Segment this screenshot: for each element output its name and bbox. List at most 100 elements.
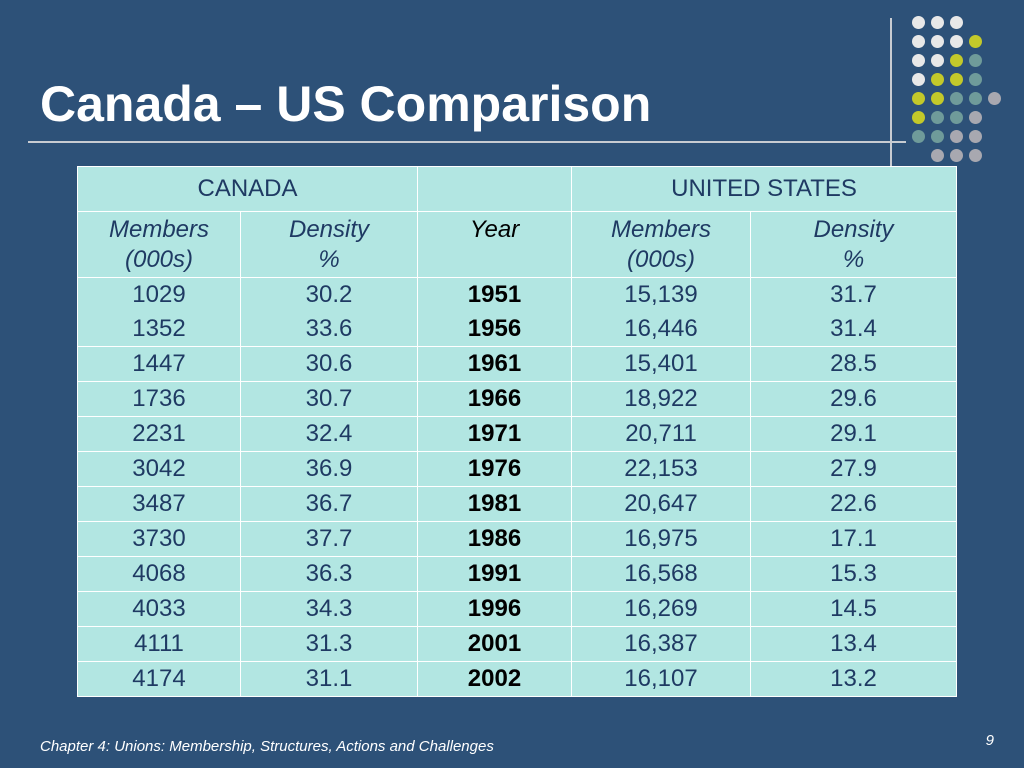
decor-dot — [969, 111, 982, 124]
page-number: 9 — [985, 732, 994, 749]
ca-density-value: 36.9 — [240, 451, 418, 487]
decor-dot — [931, 35, 944, 48]
decor-dot — [931, 111, 944, 124]
us-density-value: 14.5 — [749, 591, 958, 627]
year-value: 1981 — [417, 486, 572, 522]
us-density-value: 17.1 — [749, 521, 958, 557]
ca-members-header-line1: Members — [108, 216, 210, 243]
ca-members-value: 2231 — [77, 416, 241, 452]
us-members-header-line1: Members — [610, 216, 712, 243]
us-members-value: 16,107 — [571, 661, 751, 697]
year-value: 1956 — [467, 315, 522, 342]
decor-dot — [912, 54, 925, 67]
ca-members-value: 1352 — [132, 315, 186, 342]
decor-dot — [931, 130, 944, 143]
year-value: 1991 — [417, 556, 572, 592]
group-header-row: CANADA UNITED STATES — [77, 166, 958, 212]
decor-dot — [931, 149, 944, 162]
year-header: Year — [417, 211, 572, 278]
decor-dot — [912, 16, 925, 29]
ca-members-header-line2: (000s) — [124, 246, 194, 273]
table-row: 4111 31.3 2001 16,387 13.4 — [77, 626, 958, 662]
decor-dot — [950, 16, 963, 29]
us-group-header: UNITED STATES — [570, 166, 958, 212]
ca-members-value: 3730 — [77, 521, 241, 557]
year-value: 2002 — [417, 661, 572, 697]
ca-density-header-line2: % — [318, 246, 340, 273]
title-divider-line — [28, 141, 906, 143]
year-value: 1951 — [467, 281, 522, 308]
comparison-table: CANADA UNITED STATES Members (000s) Dens… — [77, 166, 958, 697]
us-members-value: 20,711 — [571, 416, 751, 452]
column-header-row: Members (000s) Density % Year Members (0… — [77, 211, 958, 278]
decor-dot — [969, 130, 982, 143]
ca-members-header: Members (000s) — [77, 211, 241, 278]
decor-dot — [950, 73, 963, 86]
us-members-header-line2: (000s) — [626, 246, 696, 273]
us-members-value: 15,139 — [624, 281, 698, 308]
ca-density-header-line1: Density — [288, 216, 370, 243]
year-value: 1971 — [417, 416, 572, 452]
ca-members-value: 1736 — [77, 381, 241, 417]
year-header-label: Year — [469, 216, 520, 243]
decor-dot — [931, 54, 944, 67]
decor-dot — [950, 111, 963, 124]
ca-members-value: 4174 — [77, 661, 241, 697]
year-value: 1966 — [417, 381, 572, 417]
ca-density-value: 36.7 — [240, 486, 418, 522]
ca-density-value: 30.6 — [240, 346, 418, 382]
ca-members-value: 4111 — [77, 626, 241, 662]
us-density-value: 29.6 — [749, 381, 958, 417]
ca-density-value: 30.7 — [240, 381, 418, 417]
us-density-value: 31.4 — [830, 315, 877, 342]
decor-dot — [969, 92, 982, 105]
ca-members-value: 4033 — [77, 591, 241, 627]
ca-members-value: 3042 — [77, 451, 241, 487]
ca-members-cell: 1029 1352 — [77, 277, 241, 347]
us-density-value: 28.5 — [749, 346, 958, 382]
us-members-value: 20,647 — [571, 486, 751, 522]
us-members-header: Members (000s) — [571, 211, 751, 278]
us-density-value: 31.7 — [830, 281, 877, 308]
ca-members-value: 1029 — [132, 281, 186, 308]
us-members-value: 16,568 — [571, 556, 751, 592]
canada-group-header: CANADA — [77, 166, 418, 212]
us-density-cell: 31.7 31.4 — [749, 277, 958, 347]
table-row: 3730 37.7 1986 16,975 17.1 — [77, 521, 958, 557]
ca-density-value: 34.3 — [240, 591, 418, 627]
decor-dot — [912, 111, 925, 124]
year-group-header — [417, 166, 572, 212]
ca-density-value: 30.2 — [305, 281, 353, 308]
decor-dot — [950, 130, 963, 143]
decor-dot — [969, 35, 982, 48]
ca-density-value: 37.7 — [240, 521, 418, 557]
us-members-value: 16,269 — [571, 591, 751, 627]
us-members-value: 15,401 — [571, 346, 751, 382]
year-cell: 1951 1956 — [417, 277, 572, 347]
us-density-value: 13.2 — [749, 661, 958, 697]
decor-dot — [969, 149, 982, 162]
us-members-value: 16,975 — [571, 521, 751, 557]
us-density-header-line2: % — [842, 246, 865, 273]
table-row: 4068 36.3 1991 16,568 15.3 — [77, 556, 958, 592]
decor-dot — [931, 73, 944, 86]
us-members-value: 22,153 — [571, 451, 751, 487]
table-row: 1447 30.6 1961 15,401 28.5 — [77, 346, 958, 382]
slide-footer: Chapter 4: Unions: Membership, Structure… — [40, 738, 494, 755]
ca-members-value: 1447 — [77, 346, 241, 382]
table-row: 4033 34.3 1996 16,269 14.5 — [77, 591, 958, 627]
decor-dot — [931, 92, 944, 105]
ca-density-value: 33.6 — [305, 315, 353, 342]
decor-dot — [988, 92, 1001, 105]
us-density-value: 27.9 — [749, 451, 958, 487]
year-value: 1996 — [417, 591, 572, 627]
ca-members-value: 3487 — [77, 486, 241, 522]
us-members-value: 16,387 — [571, 626, 751, 662]
year-value: 1976 — [417, 451, 572, 487]
table-row: 1029 1352 30.2 33.6 1951 1956 15,139 16,… — [77, 277, 958, 347]
decor-dot — [912, 73, 925, 86]
decor-dot — [950, 35, 963, 48]
table-row: 1736 30.7 1966 18,922 29.6 — [77, 381, 958, 417]
ca-density-value: 32.4 — [240, 416, 418, 452]
us-members-value: 16,446 — [624, 315, 698, 342]
